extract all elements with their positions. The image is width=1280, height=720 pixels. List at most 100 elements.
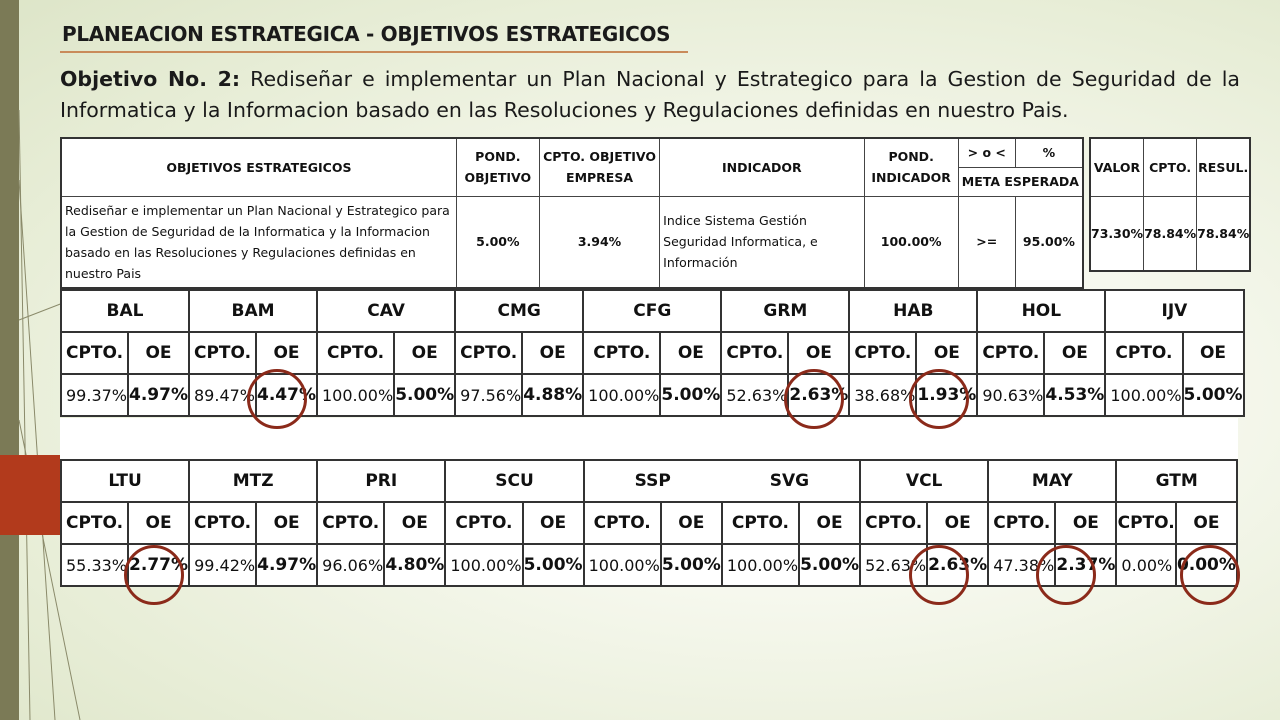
col-cpto: CPTO. (1115, 501, 1177, 545)
objective-paragraph: Objetivo No. 2: Rediseñar e implementar … (60, 64, 1240, 126)
unit-name: CMG (454, 289, 585, 333)
oe-value: 4.97% (255, 543, 319, 587)
unit-name: GTM (1115, 459, 1238, 503)
col-cpto: CPTO. (187, 331, 258, 375)
unit-name: HOL (976, 289, 1107, 333)
title-underline (60, 51, 688, 53)
col-cpto: CPTO. (720, 501, 801, 545)
header-cpto-line2: EMPRESA (566, 170, 634, 186)
header-meta-esperada: META ESPERADA (957, 166, 1084, 197)
header-indicador: INDICADOR (659, 137, 865, 197)
col-cpto: CPTO. (315, 331, 396, 375)
col-oe: OE (383, 501, 447, 545)
cpto-value: 100.00% (315, 373, 396, 417)
cpto-value: 100.00% (582, 373, 662, 417)
valor-value: 73.30% (1089, 195, 1145, 272)
header-resul: RESUL. (1196, 137, 1251, 197)
cpto-value: 100.00% (444, 543, 524, 587)
unit-name: CFG (582, 289, 723, 333)
col-cpto: CPTO. (976, 331, 1046, 375)
col-cpto: CPTO. (454, 331, 524, 375)
col-oe: OE (659, 501, 723, 545)
header-pond-objetivo-line1: POND. (475, 149, 521, 165)
header-cpto-line1: CPTO. OBJETIVO (543, 149, 656, 165)
unit-name: SVG (769, 471, 810, 491)
oe-value: 5.00% (521, 543, 585, 587)
results-table: VALOR CPTO. RESUL. 73.30% 78.84% 78.84% (1089, 137, 1252, 272)
col-oe: OE (659, 331, 723, 375)
col-oe: OE (1043, 331, 1107, 375)
col-cpto: CPTO. (59, 501, 130, 545)
cpto-value: 90.63% (976, 373, 1046, 417)
oe-value: 4.88% (521, 373, 585, 417)
indicador-value: Indice Sistema Gestión Seguridad Informa… (659, 195, 865, 288)
highlight-circle-hab (909, 369, 969, 429)
unit-name: SSP (634, 471, 671, 491)
header-valor: VALOR (1089, 137, 1145, 197)
header-pond-ind-line2: INDICADOR (871, 170, 951, 186)
col-oe: OE (787, 331, 851, 375)
oe-value: 5.00% (393, 373, 457, 417)
oe-value: 4.80% (383, 543, 447, 587)
page-title: PLANEACION ESTRATEGICA - OBJETIVOS ESTRA… (62, 22, 671, 46)
col-oe: OE (255, 501, 319, 545)
highlight-circle-gtm (1180, 545, 1240, 605)
col-cpto: CPTO. (444, 501, 524, 545)
unit-name: LTU (59, 459, 191, 503)
col-oe: OE (915, 331, 979, 375)
oe-value: 5.00% (659, 373, 723, 417)
units-grid-top: BAL BAM CAV CMG CFG GRM HAB HOL IJV CPTO… (59, 289, 1245, 417)
unit-name: BAM (188, 289, 318, 333)
header-pond-ind-line1: POND. (888, 149, 934, 165)
unit-name: CAV (315, 289, 457, 333)
cpto-value: 99.37% (59, 373, 130, 417)
unit-name-pair: SSP SVG (582, 459, 862, 503)
highlight-circle-vcl (909, 545, 969, 605)
unit-name: HAB (848, 289, 979, 333)
header-percent: % (1014, 137, 1084, 168)
unit-name: MAY (987, 459, 1118, 503)
cpto-value: 89.47% (187, 373, 258, 417)
col-oe: OE (798, 501, 862, 545)
objectives-table: OBJETIVOS ESTRATEGICOS POND. OBJETIVO CP… (60, 137, 1084, 289)
cpto-value: 100.00% (720, 543, 801, 587)
unit-name: SCU (444, 459, 585, 503)
col-oe: OE (393, 331, 457, 375)
highlight-circle-may (1036, 545, 1096, 605)
header-objetivos: OBJETIVOS ESTRATEGICOS (60, 137, 457, 197)
objective-label: Objetivo No. 2: (60, 67, 241, 91)
highlight-circle-grm (784, 369, 844, 429)
col-cpto: CPTO. (1104, 331, 1184, 375)
unit-name: MTZ (188, 459, 319, 503)
col-oe: OE (127, 331, 190, 375)
oe-value: 5.00% (798, 543, 862, 587)
col-cpto: CPTO. (188, 501, 258, 545)
oe-value: 4.97% (127, 373, 190, 417)
pond-objetivo-value: 5.00% (455, 195, 540, 288)
grid-spacer (60, 418, 1238, 460)
col-cpto: CPTO. (987, 501, 1057, 545)
unit-name: BAL (60, 289, 190, 333)
col-cpto: CPTO. (316, 501, 386, 545)
highlight-circle-ltu (124, 545, 184, 605)
header-cpto-objetivo: CPTO. OBJETIVO EMPRESA (538, 137, 661, 197)
col-oe: OE (255, 331, 318, 375)
cpto-value: 96.06% (316, 543, 386, 587)
col-cpto: CPTO. (59, 331, 130, 375)
unit-name: PRI (316, 459, 447, 503)
header-operador: > o < (957, 137, 1016, 168)
cpto-value: 99.42% (188, 543, 258, 587)
decorative-accent-block (0, 455, 60, 535)
cpto-value: 38.68% (848, 373, 918, 417)
header-pond-objetivo-line2: OBJETIVO (464, 170, 532, 186)
oe-value: 5.00% (659, 543, 723, 587)
cpto-empresa-value: 3.94% (538, 195, 661, 288)
unit-name: VCL (859, 459, 990, 503)
col-cpto: CPTO. (848, 331, 918, 375)
col-cpto: CPTO. (582, 501, 662, 545)
cpto-value: 55.33% (59, 543, 130, 587)
unit-name: IJV (1104, 289, 1245, 333)
col-cpto: CPTO. (720, 331, 790, 375)
highlight-circle-bam (247, 369, 307, 429)
header-cpto: CPTO. (1143, 137, 1198, 197)
